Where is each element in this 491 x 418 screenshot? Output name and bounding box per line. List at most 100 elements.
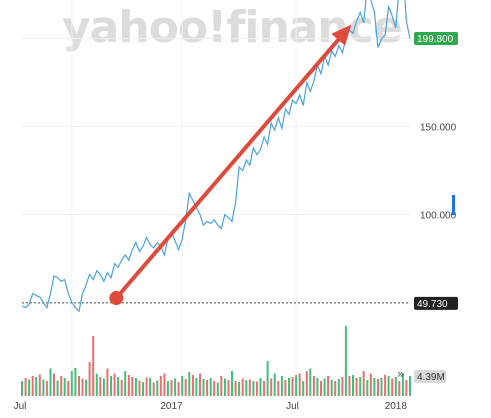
trend-arrow bbox=[109, 24, 352, 306]
volume-bar bbox=[255, 381, 258, 396]
volume-bar bbox=[42, 379, 45, 396]
volume-bar bbox=[305, 371, 308, 396]
volume-bar bbox=[320, 381, 322, 396]
x-tick-label: 2018 bbox=[385, 401, 408, 412]
volume-bar bbox=[316, 378, 319, 396]
volume-bar bbox=[177, 382, 180, 396]
volume-bar bbox=[145, 377, 148, 396]
volume-bar bbox=[63, 378, 66, 396]
x-tick-label: 2017 bbox=[160, 401, 183, 412]
volume-bar bbox=[188, 372, 191, 396]
volume-bar bbox=[405, 380, 408, 396]
volume-bar bbox=[377, 379, 379, 396]
volume-bar bbox=[113, 373, 116, 396]
volume-bar bbox=[344, 326, 347, 396]
volume-bar bbox=[163, 373, 166, 396]
volume-bar bbox=[223, 378, 226, 396]
volume-bar bbox=[355, 378, 358, 396]
volume-bar bbox=[202, 379, 205, 396]
yahoo-finance-watermark: yahoo!finance bbox=[62, 2, 402, 53]
volume-bar bbox=[362, 371, 365, 396]
side-marker-icon[interactable] bbox=[452, 195, 455, 215]
volume-bar bbox=[284, 380, 287, 396]
volume-bar bbox=[149, 378, 152, 396]
volume-bar bbox=[394, 377, 397, 396]
volume-bar bbox=[152, 382, 155, 396]
x-tick-label: Jul bbox=[286, 401, 299, 412]
volume-bar bbox=[241, 378, 244, 396]
volume-bar bbox=[191, 375, 194, 396]
volume-bar bbox=[45, 381, 48, 396]
volume-bar bbox=[124, 371, 127, 396]
volume-bar bbox=[348, 376, 351, 396]
volume-bar bbox=[74, 368, 77, 396]
current-price-badge: 199.800 bbox=[414, 32, 458, 45]
volume-bar bbox=[401, 373, 404, 396]
volume-bar bbox=[277, 381, 280, 396]
gridlines bbox=[22, 0, 410, 398]
volume-bar bbox=[134, 378, 137, 396]
volume-bar bbox=[67, 381, 70, 396]
volume-bar bbox=[359, 377, 362, 396]
reference-price-label: 49.730 bbox=[417, 299, 448, 310]
volume-bar bbox=[110, 376, 112, 396]
volume-bar bbox=[252, 381, 255, 396]
volume-bar bbox=[398, 381, 401, 396]
volume-bar bbox=[341, 377, 344, 396]
volume-bar bbox=[127, 375, 130, 396]
volume-bars bbox=[21, 326, 411, 396]
volume-bar bbox=[245, 380, 248, 396]
volume-bar bbox=[291, 377, 294, 396]
reference-price-badge: 49.730 bbox=[414, 296, 458, 310]
volume-bar bbox=[170, 380, 173, 396]
volume-bar bbox=[174, 378, 177, 396]
volume-bar bbox=[309, 368, 312, 396]
volume-bar bbox=[409, 376, 411, 396]
volume-bar bbox=[248, 379, 251, 396]
volume-bar bbox=[106, 368, 109, 396]
volume-bar bbox=[369, 373, 372, 396]
volume-bar bbox=[99, 377, 102, 396]
volume-bar bbox=[78, 376, 80, 396]
volume-bar bbox=[213, 381, 216, 396]
volume-bar bbox=[384, 375, 387, 396]
volume-bar bbox=[266, 361, 269, 396]
volume-bar bbox=[380, 378, 383, 396]
volume-bar bbox=[56, 380, 59, 396]
volume-bar bbox=[295, 375, 298, 396]
volume-bar bbox=[337, 379, 340, 396]
volume-bar bbox=[330, 380, 333, 396]
volume-bar bbox=[327, 376, 330, 396]
volume-bar bbox=[181, 376, 184, 396]
volume-bar bbox=[24, 378, 27, 396]
volume-bar bbox=[366, 380, 369, 396]
volume-bar bbox=[28, 379, 31, 396]
volume-bar bbox=[70, 371, 73, 396]
volume-bar bbox=[227, 380, 230, 396]
volume-bar bbox=[387, 376, 390, 396]
volume-badge: 4.39M bbox=[414, 370, 446, 383]
volume-bar bbox=[280, 376, 283, 396]
expand-chevrons-icon[interactable]: » bbox=[397, 367, 404, 381]
volume-bar bbox=[270, 378, 273, 396]
volume-bar bbox=[120, 380, 123, 396]
volume-bar bbox=[259, 378, 262, 396]
volume-bar bbox=[231, 371, 233, 396]
x-tick-label: Jul bbox=[14, 401, 27, 412]
arrow-shaft bbox=[114, 37, 341, 301]
volume-bar bbox=[95, 373, 98, 396]
y-tick-label: 150.000 bbox=[420, 123, 457, 134]
volume-bar bbox=[49, 368, 52, 396]
volume-bar bbox=[334, 381, 337, 396]
volume-bar bbox=[60, 376, 63, 396]
volume-bar bbox=[166, 381, 169, 396]
volume-bar bbox=[117, 377, 120, 396]
volume-label: 4.39M bbox=[417, 372, 445, 383]
volume-bar bbox=[238, 382, 241, 396]
volume-bar bbox=[298, 373, 301, 396]
volume-bar bbox=[209, 378, 212, 396]
volume-bar bbox=[21, 381, 23, 396]
volume-bar bbox=[85, 379, 88, 396]
volume-bar bbox=[199, 373, 201, 396]
